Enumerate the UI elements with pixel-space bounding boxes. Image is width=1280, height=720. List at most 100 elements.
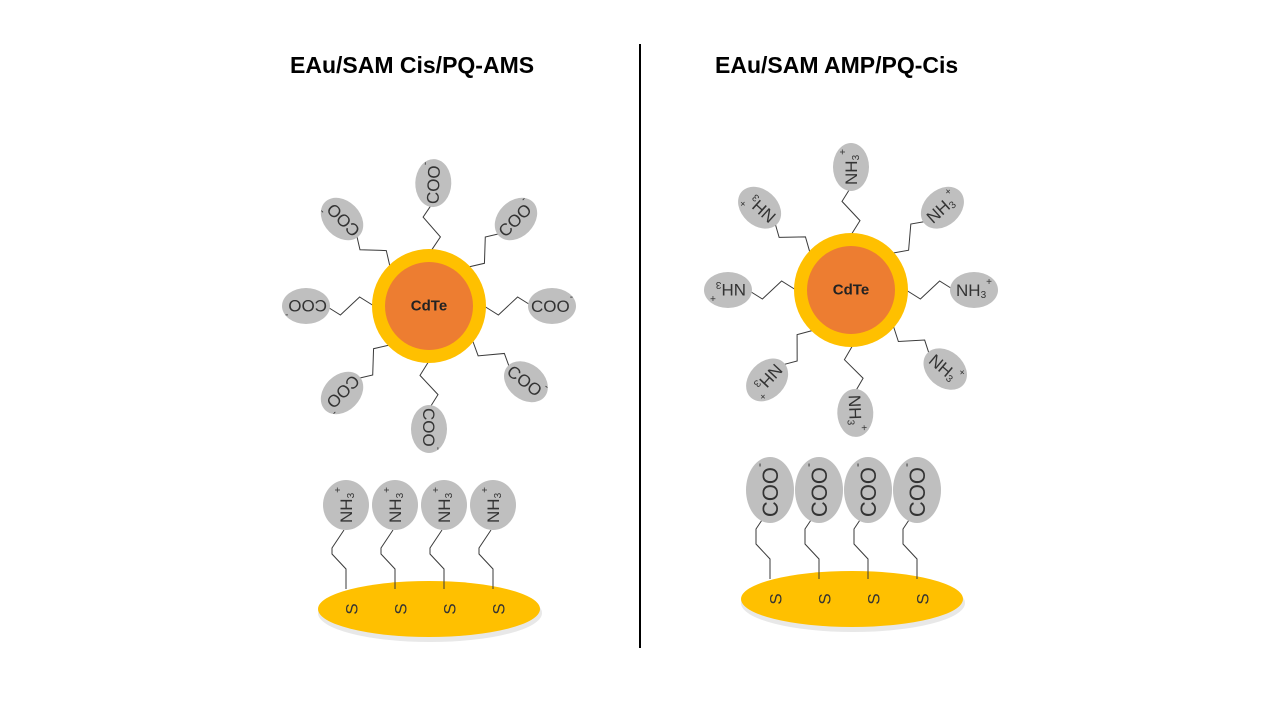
sam-ellipse [372,480,418,530]
ammonium-label: NH3+ [956,277,992,301]
sam-chain [755,510,771,579]
ligand-chain [422,202,442,252]
ligand-ellipse [504,361,548,403]
carboxylate-label: COO- [899,463,930,517]
ligand-ellipse [833,143,869,191]
ammonium-label: NH3+ [480,487,504,523]
ammonium-label: NH3+ [844,394,869,431]
ligand-ellipse [923,348,967,390]
ligand-chain [471,339,511,370]
ligand-ellipse [950,272,998,308]
gold-electrode [741,571,963,627]
sam-chain [380,529,396,589]
ligand-chain [891,220,928,254]
ligand-end-group: COO- [415,159,452,208]
carboxylate-label: COO- [531,292,573,316]
sam-head-group: NH3+ [470,480,516,530]
left-panel: COO- COO- COO- COO- COO- COO- COO- COO- CdTe S NH3… [282,159,576,642]
sam-head-group: NH3+ [421,480,467,530]
nanoparticle-core [385,262,473,350]
carboxylate-label: COO- [801,463,832,517]
sulfur-label: S [914,593,933,604]
sulfur-label: S [816,593,835,604]
ligand-chain [467,232,502,268]
core-label: CdTe [833,282,869,299]
carboxylate-label: COO- [285,297,327,321]
ligand-end-group: COO- [317,197,364,241]
ligand-end-group: COO- [282,288,330,324]
right-panel-title: EAu/SAM AMP/PQ-Cis [715,52,959,78]
ligand-ellipse [704,272,752,308]
ligand-end-group: NH3+ [833,143,869,191]
sam-chain [429,529,445,589]
ligand-end-group: NH3+ [837,388,874,437]
ligand-ellipse [415,159,452,208]
sam-ellipse [746,457,794,523]
sam-ellipse [795,457,843,523]
gold-electrode [318,581,540,637]
right-panel: NH3+ NH3+ NH3+ NH3+ NH3+ NH3+ NH3 + NH3+ CdTe S COO… [704,143,998,632]
ligand-chain [356,344,391,380]
sam-chain [331,529,347,589]
sulfur-label: S [392,603,411,614]
ligand-end-group: COO- [528,288,576,324]
ligand-ellipse [528,288,576,324]
ligand-end-group: COO- [411,405,447,453]
sam-ellipse [323,480,369,530]
nanoparticle-core [807,246,895,334]
sam-ellipse [470,480,516,530]
ligand-chain [325,296,375,316]
ligand-end-group: COO- [320,371,364,418]
sam-chain [804,510,820,579]
sam-head-group: COO- [746,457,794,523]
ligand-end-group: NH3+ [746,358,789,402]
ammonium-label: NH3+ [838,149,862,185]
ligand-chain [892,325,931,357]
sulfur-label: S [490,603,509,614]
sulfur-label: S [865,593,884,604]
sulfur-label: S [767,593,786,604]
sam-head-group: COO- [795,457,843,523]
sam-ellipse [421,480,467,530]
ligand-ellipse [837,388,874,437]
ligand-end-group: NH3+ [704,272,752,308]
ammonium-label: NH3+ [431,487,455,523]
ligand-ellipse [920,186,964,229]
ligand-chain [780,329,814,366]
ligand-chain [843,344,864,394]
ammonium-label: NH3+ [333,487,357,523]
ligand-chain [841,186,861,236]
ligand-ellipse [282,288,330,324]
sulfur-label: S [343,603,362,614]
carboxylate-label: COO- [418,162,443,205]
ligand-chain [483,296,533,316]
ligand-ellipse [494,197,538,241]
sulfur-label: S [441,603,460,614]
ligand-chain [355,233,391,268]
ligand-end-group: COO- [494,194,538,241]
ammonium-label: NH3+ [382,487,406,523]
ligand-end-group: NH3+ [920,186,964,229]
sam-head-group: NH3+ [372,480,418,530]
sam-chain [902,510,918,579]
ligand-ellipse [746,358,789,402]
ligand-ellipse [738,186,782,229]
sam-head-group: COO- [893,457,941,523]
sam-chain [478,529,494,589]
ligand-end-group: COO- [503,361,551,403]
ligand-ellipse [320,371,364,415]
ligand-chain [905,280,955,300]
core-label: CdTe [411,298,447,315]
carboxylate-label: COO- [752,463,783,517]
left-panel-title: EAu/SAM Cis/PQ-AMS [290,52,535,78]
carboxylate-label: COO- [420,408,444,450]
ammonium-label: NH3+ [710,280,746,304]
sam-ellipse [844,457,892,523]
ligand-ellipse [320,197,364,241]
ligand-chain [419,360,439,410]
sam-ellipse [893,457,941,523]
ligand-end-group: NH3+ [950,272,998,308]
ligand-ellipse [411,405,447,453]
sam-head-group: NH3+ [323,480,369,530]
